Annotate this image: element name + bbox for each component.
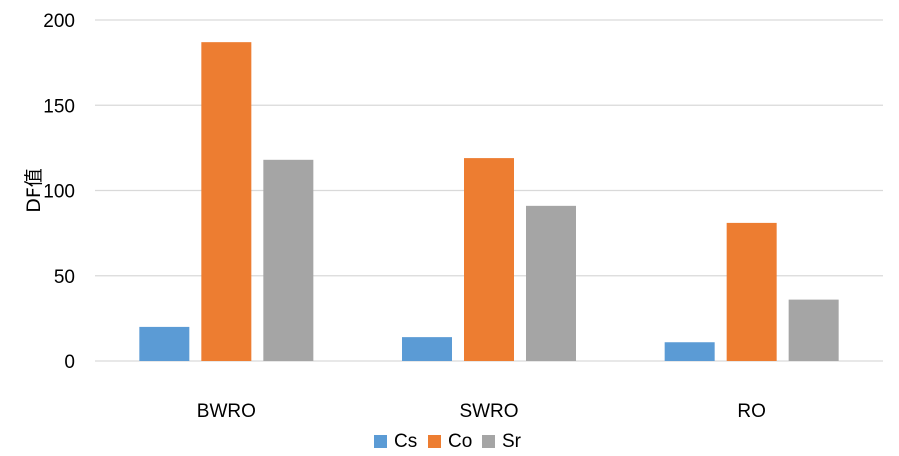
y-tick-label: 150 <box>43 96 75 117</box>
y-axis-title: DF值 <box>23 168 45 213</box>
legend: Cs Co Sr <box>374 431 522 452</box>
bar-co-bwro <box>201 42 252 361</box>
legend-label-co: Co <box>448 431 472 452</box>
y-tick-label: 200 <box>43 11 75 32</box>
bar-cs-swro <box>402 337 452 361</box>
legend-swatch-co <box>428 435 441 448</box>
legend-label-cs: Cs <box>394 431 417 452</box>
y-tick-label: 50 <box>54 267 75 288</box>
y-tick-label: 100 <box>43 182 75 203</box>
bar-co-swro <box>464 158 514 361</box>
legend-swatch-sr <box>482 435 495 448</box>
bar-sr-swro <box>526 205 576 361</box>
x-category-label: SWRO <box>459 401 518 422</box>
bar-cs-bwro <box>139 326 190 361</box>
bar-cs-ro <box>664 342 715 361</box>
x-axis-categories: BWRO SWRO RO <box>197 401 766 422</box>
x-category-label: RO <box>737 401 766 422</box>
legend-label-sr: Sr <box>502 431 522 452</box>
bars <box>139 42 839 361</box>
x-category-label: BWRO <box>197 401 256 422</box>
y-axis-ticks: 0 50 100 150 200 <box>43 11 75 373</box>
legend-swatch-cs <box>374 435 387 448</box>
bar-sr-bwro <box>263 159 314 361</box>
bar-co-ro <box>726 222 777 361</box>
y-tick-label: 0 <box>64 352 75 373</box>
bar-sr-ro <box>788 299 839 361</box>
